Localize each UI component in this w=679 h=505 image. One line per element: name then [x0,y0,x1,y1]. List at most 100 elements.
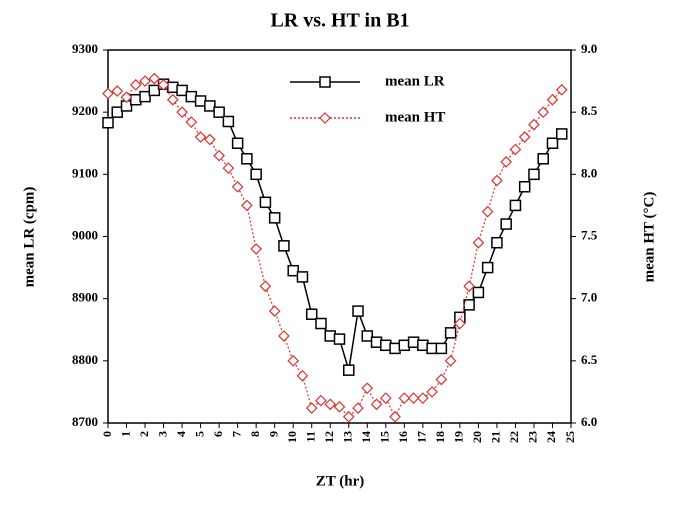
marker [194,95,207,107]
marker [166,93,179,106]
x-tick-label: 20 [470,431,484,443]
marker [407,336,420,348]
marker [472,286,485,299]
marker [546,93,559,106]
x-tick-label: 11 [303,431,317,442]
marker [491,236,503,249]
x-tick-label: 7 [229,431,243,437]
marker [278,330,290,342]
x-tick-label: 23 [526,431,540,443]
marker [324,398,337,411]
x-tick-label: 17 [415,431,429,443]
marker [509,143,522,156]
marker [194,131,207,143]
marker [315,394,327,407]
marker [454,317,466,330]
y-tick-label: 9000 [72,227,98,242]
x-tick-label: 18 [433,431,447,443]
x-tick-label: 14 [359,431,373,443]
marker [231,180,244,193]
marker [315,317,327,330]
marker [241,153,253,165]
marker [259,280,272,293]
x-tick-label: 12 [322,431,336,443]
marker [389,342,401,355]
marker [102,116,114,129]
x-tick-label: 25 [563,431,577,443]
legend-marker [319,76,331,88]
marker [213,106,225,118]
chart-title: LR vs. HT in B1 [270,10,409,32]
marker [305,308,318,320]
marker [472,236,485,249]
marker [167,81,179,94]
x-tick-label: 9 [266,431,280,437]
marker [435,342,448,355]
marker [463,280,475,293]
marker [555,83,568,96]
marker [546,137,559,149]
marker [444,327,457,339]
marker [139,90,151,103]
marker [287,264,299,277]
x-tick-label: 8 [248,431,262,437]
marker [379,392,392,404]
marker [305,402,318,414]
marker [528,168,540,181]
marker [481,261,494,274]
x-tick-label: 13 [341,431,355,443]
x-tick-label: 21 [489,431,503,443]
legend-marker [319,112,331,124]
marker [157,78,170,91]
marker [491,174,503,187]
y-tick-label: 8700 [72,414,98,429]
x-tick-label: 19 [452,431,466,443]
marker [120,91,133,104]
marker [129,78,142,91]
marker [537,153,549,165]
y2-tick-label: 9.0 [581,41,597,56]
y2-tick-label: 7.0 [581,290,597,305]
marker [398,392,411,404]
y2-tick-label: 8.5 [581,103,598,118]
y2-axis-title: mean HT (°C) [641,192,657,283]
y2-tick-label: 7.5 [581,227,598,242]
marker [417,339,429,352]
marker [537,106,550,119]
x-tick-label: 4 [174,431,188,437]
marker [555,128,568,140]
legend-label: mean HT [385,109,445,125]
marker [231,137,244,149]
marker [426,386,438,398]
marker [213,149,225,162]
x-tick-label: 6 [211,431,225,437]
x-tick-label: 16 [396,431,410,443]
y-tick-label: 9200 [72,103,98,118]
marker [352,402,364,414]
marker [343,364,355,376]
marker [370,336,383,348]
marker [296,271,309,283]
marker [185,90,198,103]
x-tick-label: 24 [544,431,558,443]
marker [500,218,512,230]
marker [176,84,188,97]
marker [130,93,142,106]
marker [185,116,198,128]
marker [361,382,374,395]
marker [500,156,513,168]
y-tick-label: 8800 [72,352,98,367]
marker [250,168,262,181]
y-tick-label: 8900 [72,290,98,305]
marker [176,106,188,119]
y2-tick-label: 8.0 [581,165,597,180]
marker [296,369,309,382]
marker [426,342,438,355]
x-tick-label: 5 [192,431,206,437]
y2-tick-label: 6.0 [581,414,597,429]
marker [481,205,494,218]
marker [204,100,216,112]
marker [333,333,346,345]
marker [380,339,392,352]
